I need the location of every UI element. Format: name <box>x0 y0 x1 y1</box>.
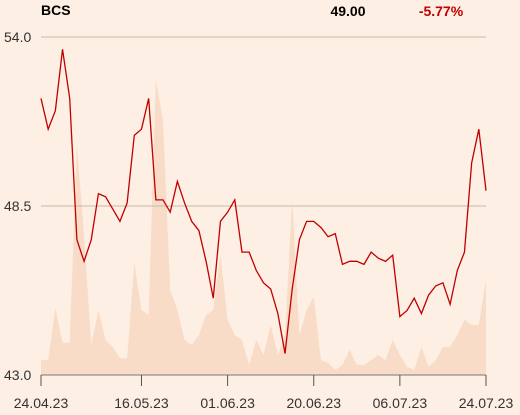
x-tick-label: 24.07.23 <box>459 395 514 411</box>
price-line <box>40 49 487 354</box>
x-tick-label: 24.04.23 <box>14 395 69 411</box>
x-tick-label: 20.06.23 <box>286 395 341 411</box>
price-change: -5.77% <box>419 3 464 19</box>
y-tick-label: 43.0 <box>4 367 31 383</box>
x-tick-label: 16.05.23 <box>114 395 169 411</box>
chart-title: BCS <box>41 2 71 18</box>
y-tick-label: 48.5 <box>4 198 31 214</box>
y-tick-label: 54.0 <box>4 29 31 45</box>
x-tick-label: 01.06.23 <box>200 395 255 411</box>
last-price: 49.00 <box>330 3 365 19</box>
volume-area <box>41 79 486 376</box>
x-tick-label: 06.07.23 <box>373 395 428 411</box>
